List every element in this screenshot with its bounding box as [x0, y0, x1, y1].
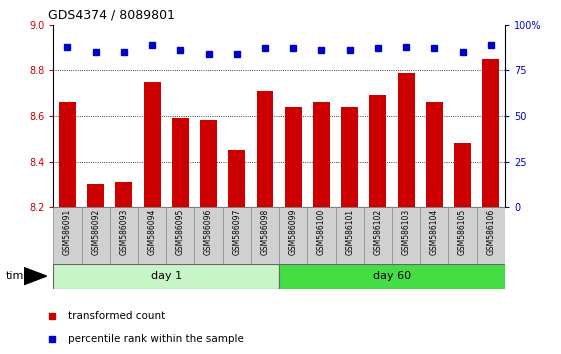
Bar: [110, 207, 138, 264]
Text: transformed count: transformed count: [68, 311, 165, 321]
Text: GSM586091: GSM586091: [63, 209, 72, 255]
Bar: [166, 207, 195, 264]
Bar: [477, 207, 505, 264]
Text: GSM586100: GSM586100: [317, 209, 326, 255]
Text: GSM586097: GSM586097: [232, 209, 241, 255]
Text: GSM586105: GSM586105: [458, 209, 467, 255]
Text: GSM586101: GSM586101: [345, 209, 354, 255]
Bar: [454, 143, 471, 207]
Text: GSM586098: GSM586098: [260, 209, 269, 255]
Bar: [53, 264, 279, 289]
Text: day 1: day 1: [151, 271, 182, 281]
Bar: [398, 73, 415, 207]
Bar: [279, 264, 505, 289]
Bar: [341, 107, 358, 207]
Bar: [200, 120, 217, 207]
Text: day 60: day 60: [373, 271, 411, 281]
Text: GSM586103: GSM586103: [402, 209, 411, 255]
Bar: [420, 207, 448, 264]
Bar: [426, 102, 443, 207]
Text: GSM586095: GSM586095: [176, 209, 185, 255]
Bar: [223, 207, 251, 264]
Bar: [116, 182, 132, 207]
Bar: [482, 59, 499, 207]
Bar: [392, 207, 420, 264]
Text: GSM586102: GSM586102: [374, 209, 383, 255]
Bar: [53, 207, 81, 264]
Bar: [307, 207, 335, 264]
Text: GSM586093: GSM586093: [119, 209, 128, 255]
Bar: [285, 107, 302, 207]
Text: time: time: [6, 271, 31, 281]
Bar: [313, 102, 330, 207]
Bar: [448, 207, 477, 264]
Text: GSM586096: GSM586096: [204, 209, 213, 255]
Bar: [81, 207, 110, 264]
Text: GSM586094: GSM586094: [148, 209, 157, 255]
Text: GSM586099: GSM586099: [289, 209, 298, 255]
Bar: [228, 150, 245, 207]
Text: GDS4374 / 8089801: GDS4374 / 8089801: [48, 9, 174, 22]
Bar: [364, 207, 392, 264]
Bar: [138, 207, 166, 264]
Polygon shape: [24, 268, 47, 285]
Bar: [195, 207, 223, 264]
Bar: [59, 102, 76, 207]
Bar: [172, 118, 188, 207]
Text: GSM586092: GSM586092: [91, 209, 100, 255]
Text: GSM586106: GSM586106: [486, 209, 495, 255]
Bar: [144, 82, 160, 207]
Bar: [251, 207, 279, 264]
Text: GSM586104: GSM586104: [430, 209, 439, 255]
Text: percentile rank within the sample: percentile rank within the sample: [68, 334, 244, 344]
Bar: [369, 96, 387, 207]
Bar: [87, 184, 104, 207]
Bar: [335, 207, 364, 264]
Bar: [256, 91, 273, 207]
Bar: [279, 207, 307, 264]
